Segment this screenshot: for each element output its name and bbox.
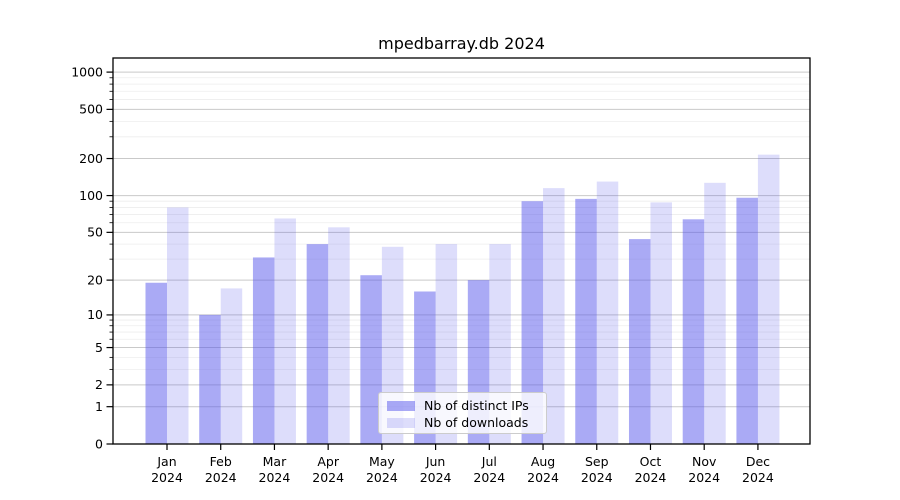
bar-downloads-apr <box>328 227 350 444</box>
bar-distinct-ips-apr <box>306 244 329 444</box>
x-tick-label-year: 2024 <box>742 470 774 485</box>
bar-distinct-ips-oct <box>628 239 651 444</box>
x-tick-label-year: 2024 <box>366 470 398 485</box>
bar-downloads-aug <box>543 188 565 444</box>
y-tick-label: 20 <box>87 272 103 287</box>
x-tick-label-month: Oct <box>640 454 662 469</box>
y-tick-label: 200 <box>79 151 103 166</box>
bar-distinct-ips-dec <box>736 197 758 444</box>
x-tick-label-year: 2024 <box>527 470 559 485</box>
bar-downloads-sep <box>596 181 619 444</box>
y-tick-label: 500 <box>79 102 103 117</box>
x-tick-label-year: 2024 <box>688 470 720 485</box>
y-tick-label: 100 <box>79 188 103 203</box>
x-tick-label-month: Feb <box>210 454 232 469</box>
bar-distinct-ips-feb <box>199 314 221 444</box>
y-tick-label: 1 <box>95 399 103 414</box>
x-tick-label-month: Jan <box>156 454 176 469</box>
bar-distinct-ips-mar <box>252 257 275 444</box>
bar-downloads-mar <box>274 218 296 444</box>
x-tick-label-month: Sep <box>585 454 609 469</box>
x-tick-label-month: Aug <box>531 454 555 469</box>
x-tick-label-month: Jun <box>425 454 446 469</box>
x-tick-label-year: 2024 <box>312 470 344 485</box>
x-tick-label-month: Apr <box>317 454 339 469</box>
bar-downloads-feb <box>220 288 243 444</box>
x-tick-label-month: Mar <box>263 454 287 469</box>
bar-downloads-jan <box>167 207 189 444</box>
y-tick-label: 5 <box>95 340 103 355</box>
x-tick-label-year: 2024 <box>581 470 613 485</box>
legend-item-downloads: Nb of downloads <box>387 414 546 431</box>
x-tick-label-year: 2024 <box>151 470 183 485</box>
bar-distinct-ips-sep <box>575 198 597 444</box>
legend-swatch-downloads <box>387 417 415 428</box>
x-tick-label-year: 2024 <box>205 470 237 485</box>
x-tick-label-month: Dec <box>746 454 770 469</box>
x-tick-label-year: 2024 <box>420 470 452 485</box>
bar-distinct-ips-jan <box>145 282 167 444</box>
legend-item-distinct-ips: Nb of distinct IPs <box>387 397 546 414</box>
x-tick-label-month: May <box>369 454 395 469</box>
bar-distinct-ips-may <box>360 275 382 444</box>
y-tick-label: 2 <box>95 377 103 392</box>
legend-label-distinct-ips: Nb of distinct IPs <box>424 398 529 413</box>
x-tick-label-month: Nov <box>692 454 717 469</box>
bar-downloads-dec <box>757 154 780 444</box>
chart-title: mpedbarray.db 2024 <box>378 34 545 53</box>
y-tick-label: 50 <box>87 225 103 240</box>
legend-label-downloads: Nb of downloads <box>424 415 529 430</box>
plot-frame <box>112 57 811 445</box>
x-tick-label-year: 2024 <box>259 470 291 485</box>
bar-downloads-oct <box>650 202 672 444</box>
bar-distinct-ips-nov <box>682 219 705 444</box>
x-tick-label-year: 2024 <box>635 470 667 485</box>
legend: Nb of distinct IPs Nb of downloads <box>378 392 547 434</box>
y-tick-label: 0 <box>95 436 103 451</box>
x-tick-label-month: Jul <box>481 454 497 469</box>
bar-distinct-ips-aug <box>521 201 544 444</box>
y-tick-label: 1000 <box>71 64 103 79</box>
bar-downloads-nov <box>704 182 726 444</box>
y-tick-label: 10 <box>87 307 103 322</box>
legend-swatch-distinct-ips <box>387 400 415 411</box>
x-tick-label-year: 2024 <box>473 470 505 485</box>
